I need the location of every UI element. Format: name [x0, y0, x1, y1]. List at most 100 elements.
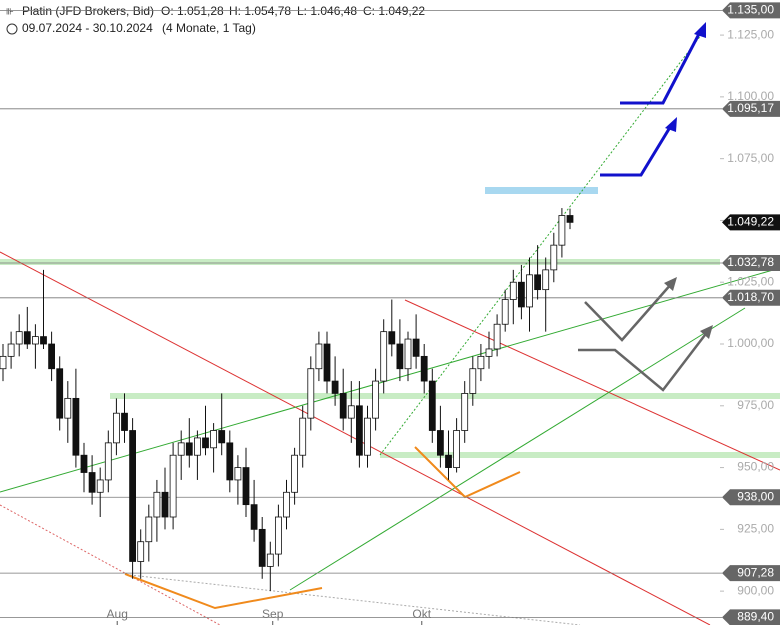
- arrowhead: [694, 22, 706, 38]
- candle-body: [372, 380, 380, 419]
- candle-body: [266, 553, 274, 567]
- candle-body: [137, 541, 145, 562]
- candle-body: [299, 417, 307, 456]
- level-box: [722, 2, 780, 19]
- candle-body: [121, 412, 128, 431]
- arrow: [578, 330, 709, 392]
- candle-body: [32, 336, 39, 345]
- candle-body: [331, 380, 339, 394]
- y-tick-label: 925,00: [737, 522, 774, 536]
- candle-body: [542, 269, 550, 291]
- candle-body: [0, 355, 7, 370]
- x-tick-label: Okt: [412, 607, 431, 621]
- period: (4 Monate, 1 Tag): [162, 21, 256, 35]
- candle-body: [15, 331, 23, 345]
- candle-body: [250, 504, 258, 530]
- level-box: [722, 289, 780, 306]
- candle-body: [153, 491, 161, 518]
- candle-body: [48, 343, 55, 370]
- arrow: [584, 282, 673, 342]
- candle-body: [169, 454, 177, 518]
- target-zone: [485, 187, 598, 194]
- candle-body: [218, 430, 226, 444]
- candle-body: [202, 437, 209, 449]
- candle-body: [210, 430, 218, 449]
- candle-body: [388, 331, 396, 345]
- arrow: [600, 123, 674, 177]
- last-price-label: 1.049,22: [727, 215, 774, 229]
- candle-body: [274, 516, 282, 555]
- candle-body: [72, 397, 80, 456]
- candle-body: [477, 355, 485, 370]
- y-tick-label: 1.125,00: [727, 27, 774, 41]
- y-tick-label: 1.000,00: [727, 336, 774, 350]
- candle-body: [315, 343, 323, 370]
- support-zone: [380, 452, 780, 458]
- candle-body: [509, 281, 517, 300]
- level-box: [722, 489, 780, 506]
- candle-body: [534, 274, 541, 291]
- level-label: 1.018,70: [727, 290, 774, 304]
- candle-body: [7, 343, 15, 357]
- candle-body: [428, 380, 436, 431]
- pattern-line: [124, 573, 323, 610]
- chart-title: Platin (JFD Brokers, Bid): [22, 4, 154, 18]
- candle-body: [80, 454, 88, 473]
- trend-line: [129, 574, 581, 625]
- candle-body: [161, 491, 169, 518]
- candle-body: [550, 244, 558, 271]
- icon: [6, 23, 18, 35]
- candle-body: [88, 472, 96, 493]
- y-tick-label: 1.100,00: [727, 89, 774, 103]
- candle-body: [355, 405, 363, 456]
- ohlc-open: O: 1.051,28: [161, 4, 224, 18]
- candle-body: [177, 442, 185, 456]
- date-range: 09.07.2024 - 30.10.2024: [22, 21, 153, 35]
- last-price-box: [722, 214, 780, 231]
- candle-body: [40, 336, 47, 345]
- candle-body: [461, 393, 469, 431]
- candle-body: [307, 368, 315, 419]
- level-label: 1.095,17: [727, 101, 774, 115]
- candle-body: [364, 417, 371, 456]
- support-zone: [110, 393, 780, 399]
- candle-body: [145, 516, 153, 543]
- level-box: [722, 100, 780, 117]
- candle-body: [185, 442, 193, 456]
- trend-line: [289, 307, 746, 591]
- candle-body: [64, 397, 72, 419]
- candle-body: [445, 454, 452, 468]
- ohlc-close: C: 1.049,22: [363, 4, 425, 18]
- candle-body: [380, 331, 388, 382]
- trend-line: [404, 299, 780, 471]
- candle-body: [412, 338, 420, 357]
- candle-body: [56, 368, 64, 419]
- candle-body: [436, 430, 444, 456]
- candle-body: [323, 343, 331, 382]
- arrowhead: [664, 277, 677, 291]
- trend-line: [0, 251, 711, 625]
- level-label: 938,00: [737, 489, 774, 503]
- candle-body: [501, 299, 509, 325]
- candle-body: [226, 442, 234, 481]
- candle-body: [129, 430, 137, 562]
- x-tick-label: Sep: [262, 607, 284, 621]
- candle-body: [526, 274, 533, 308]
- candle-body: [23, 331, 31, 345]
- candle-body: [469, 368, 477, 394]
- candle-body: [283, 491, 290, 518]
- x-tick-label: Aug: [107, 607, 128, 621]
- y-tick-label: 1.025,00: [727, 274, 774, 288]
- trend-line: [0, 267, 780, 493]
- support-zone: [0, 259, 720, 265]
- candle-body: [396, 343, 404, 370]
- candle-body: [518, 281, 525, 308]
- y-tick-label: 900,00: [737, 583, 774, 597]
- candle-body: [420, 355, 428, 382]
- candle-body: [234, 467, 242, 481]
- header: ⊪ Platin (JFD Brokers, Bid) O: 1.051,28 …: [6, 4, 425, 35]
- trend-line: [379, 29, 706, 456]
- level-box: [722, 254, 780, 271]
- candle-body: [258, 528, 266, 567]
